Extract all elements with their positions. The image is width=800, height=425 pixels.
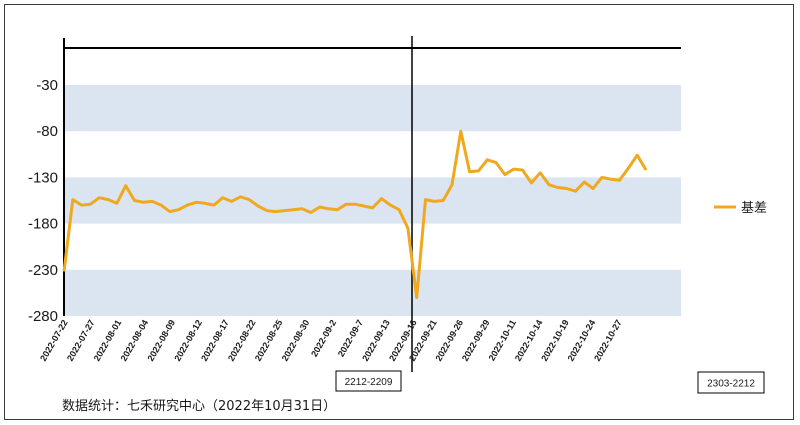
- y-axis-ticks: -30 -80 -130 -180 -230 -280: [28, 77, 58, 325]
- series-line-jicha: [62, 129, 648, 299]
- annotation-text-2212-2209: 2212-2209: [345, 377, 393, 388]
- legend-label-jicha: 基差: [741, 201, 767, 216]
- annotation-box-2303-2212: 2303-2212: [697, 371, 765, 394]
- annotation-text-2303-2212: 2303-2212: [707, 379, 755, 390]
- background-band: [64, 84, 681, 132]
- annotation-box-2212-2209: 2212-2209: [335, 370, 402, 392]
- y-tick-label: -30: [36, 77, 58, 94]
- y-tick-label: -180: [28, 216, 58, 233]
- y-tick-label: -280: [28, 308, 58, 325]
- background-bands: [64, 84, 681, 316]
- y-tick-label: -130: [28, 169, 58, 186]
- source-note: 数据统计：七禾研究中心（2022年10月31日）: [62, 399, 336, 414]
- x-axis-ticks: 2022-07-222022-07-272022-08-012022-08-04…: [38, 318, 624, 363]
- background-band: [64, 269, 681, 316]
- x-tick-label: 2022-08-30: [280, 318, 312, 363]
- series-group: [62, 129, 648, 299]
- y-tick-label: -80: [36, 123, 58, 140]
- x-tick-label: 2022-09-2: [309, 318, 338, 359]
- background-band: [64, 177, 681, 224]
- x-tick-label: 2022-10-27: [592, 318, 624, 363]
- legend: 基差: [714, 201, 767, 216]
- y-tick-label: -230: [28, 262, 58, 279]
- x-tick-label: 2022-09-7: [336, 318, 365, 359]
